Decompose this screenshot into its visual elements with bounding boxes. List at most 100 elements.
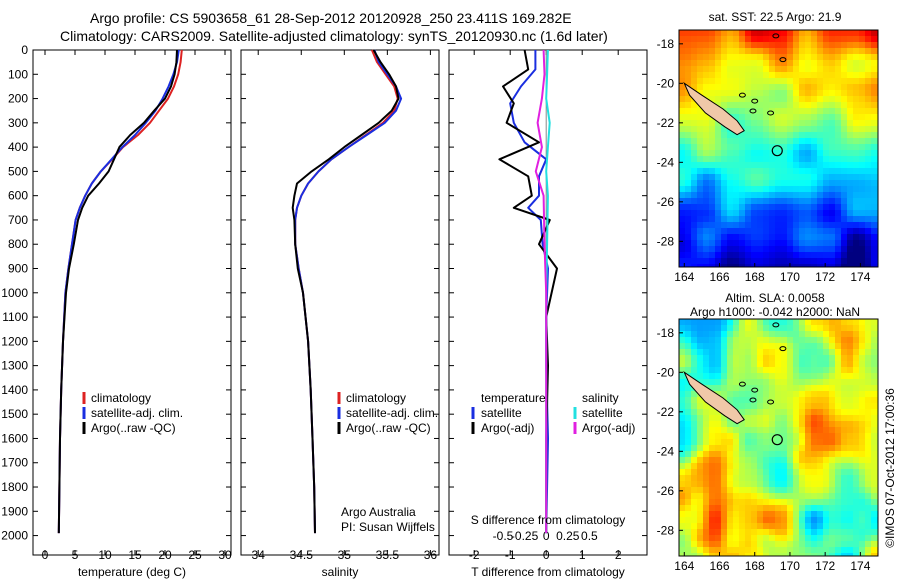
map-cell — [715, 541, 721, 547]
map-cell — [745, 529, 751, 535]
map-cell — [781, 367, 787, 373]
map-cell — [817, 168, 823, 174]
map-cell — [829, 180, 835, 186]
map-cell — [679, 234, 685, 240]
map-cell — [823, 547, 829, 553]
map-cell — [763, 66, 769, 72]
map-cell — [745, 415, 751, 421]
map-cell — [697, 144, 703, 150]
map-cell — [811, 66, 817, 72]
map-cell — [691, 403, 697, 409]
map-cell — [811, 487, 817, 493]
map-cell — [757, 84, 763, 90]
map-cell — [871, 553, 877, 556]
map-cell — [679, 60, 685, 66]
map-cell — [679, 415, 685, 421]
island — [772, 33, 780, 39]
map-cell — [853, 162, 859, 168]
map-cell — [853, 535, 859, 541]
map-cell — [781, 457, 787, 463]
map-cell — [703, 463, 709, 469]
map-cell — [793, 252, 799, 258]
map-cell — [781, 343, 787, 349]
map-cell — [763, 445, 769, 451]
map-cell — [763, 234, 769, 240]
map-cell — [769, 222, 775, 228]
map-cell — [769, 186, 775, 192]
map-cell — [757, 126, 763, 132]
map-cell — [793, 439, 799, 445]
map-cell — [727, 234, 733, 240]
map-cell — [691, 505, 697, 511]
map-cell — [871, 60, 877, 66]
map-cell — [775, 186, 781, 192]
x-tick-label: 2 — [615, 548, 622, 562]
map-cell — [823, 30, 829, 36]
map-cell — [703, 487, 709, 493]
map-cell — [709, 373, 715, 379]
map-cell — [871, 445, 877, 451]
map-cell — [835, 397, 841, 403]
map-cell — [829, 469, 835, 475]
map-cell — [823, 138, 829, 144]
map-cell — [733, 240, 739, 246]
map-cell — [763, 192, 769, 198]
map-cell — [847, 541, 853, 547]
map-cell — [805, 469, 811, 475]
map-cell — [793, 499, 799, 505]
map-cell — [841, 481, 847, 487]
map-cell — [679, 451, 685, 457]
sst-map-title: sat. SST: 22.5 Argo: 21.9 — [709, 10, 842, 24]
map-cell — [739, 198, 745, 204]
map-cell — [799, 469, 805, 475]
map-cell — [823, 90, 829, 96]
map-cell — [811, 180, 817, 186]
map-cell — [709, 192, 715, 198]
map-cell — [853, 361, 859, 367]
map-cell — [745, 319, 751, 325]
map-cell — [709, 54, 715, 60]
map-cell — [787, 132, 793, 138]
map-cell — [691, 240, 697, 246]
map-cell — [757, 144, 763, 150]
map-cell — [829, 373, 835, 379]
map-cell — [853, 511, 859, 517]
map-cell — [769, 252, 775, 258]
map-cell — [721, 445, 727, 451]
map-cell — [811, 198, 817, 204]
map-cell — [751, 457, 757, 463]
map-cell — [841, 361, 847, 367]
map-cell — [799, 541, 805, 547]
map-cell — [823, 144, 829, 150]
map-cell — [751, 523, 757, 529]
map-cell — [721, 36, 727, 42]
map-cell — [685, 475, 691, 481]
map-cell — [853, 228, 859, 234]
map-cell — [853, 445, 859, 451]
legend-label-s-argo: Argo(-adj) — [582, 421, 635, 435]
map-cell — [745, 547, 751, 553]
map-cell — [745, 150, 751, 156]
map-cell — [715, 66, 721, 72]
map-cell — [871, 319, 877, 325]
map-cell — [745, 60, 751, 66]
map-cell — [781, 60, 787, 66]
map-cell — [703, 258, 709, 264]
map-cell — [835, 156, 841, 162]
map-cell — [763, 252, 769, 258]
map-y-tick-label: -26 — [657, 195, 675, 209]
map-cell — [679, 174, 685, 180]
map-cell — [835, 505, 841, 511]
x-tick-label: 35 — [338, 548, 352, 562]
s-tick-label: -0.25 — [511, 529, 539, 543]
map-cell — [703, 349, 709, 355]
map-cell — [703, 228, 709, 234]
map-cell — [727, 499, 733, 505]
map-cell — [871, 90, 877, 96]
map-cell — [685, 355, 691, 361]
map-cell — [835, 84, 841, 90]
map-cell — [865, 529, 871, 535]
map-cell — [835, 445, 841, 451]
map-cell — [679, 198, 685, 204]
map-cell — [835, 367, 841, 373]
